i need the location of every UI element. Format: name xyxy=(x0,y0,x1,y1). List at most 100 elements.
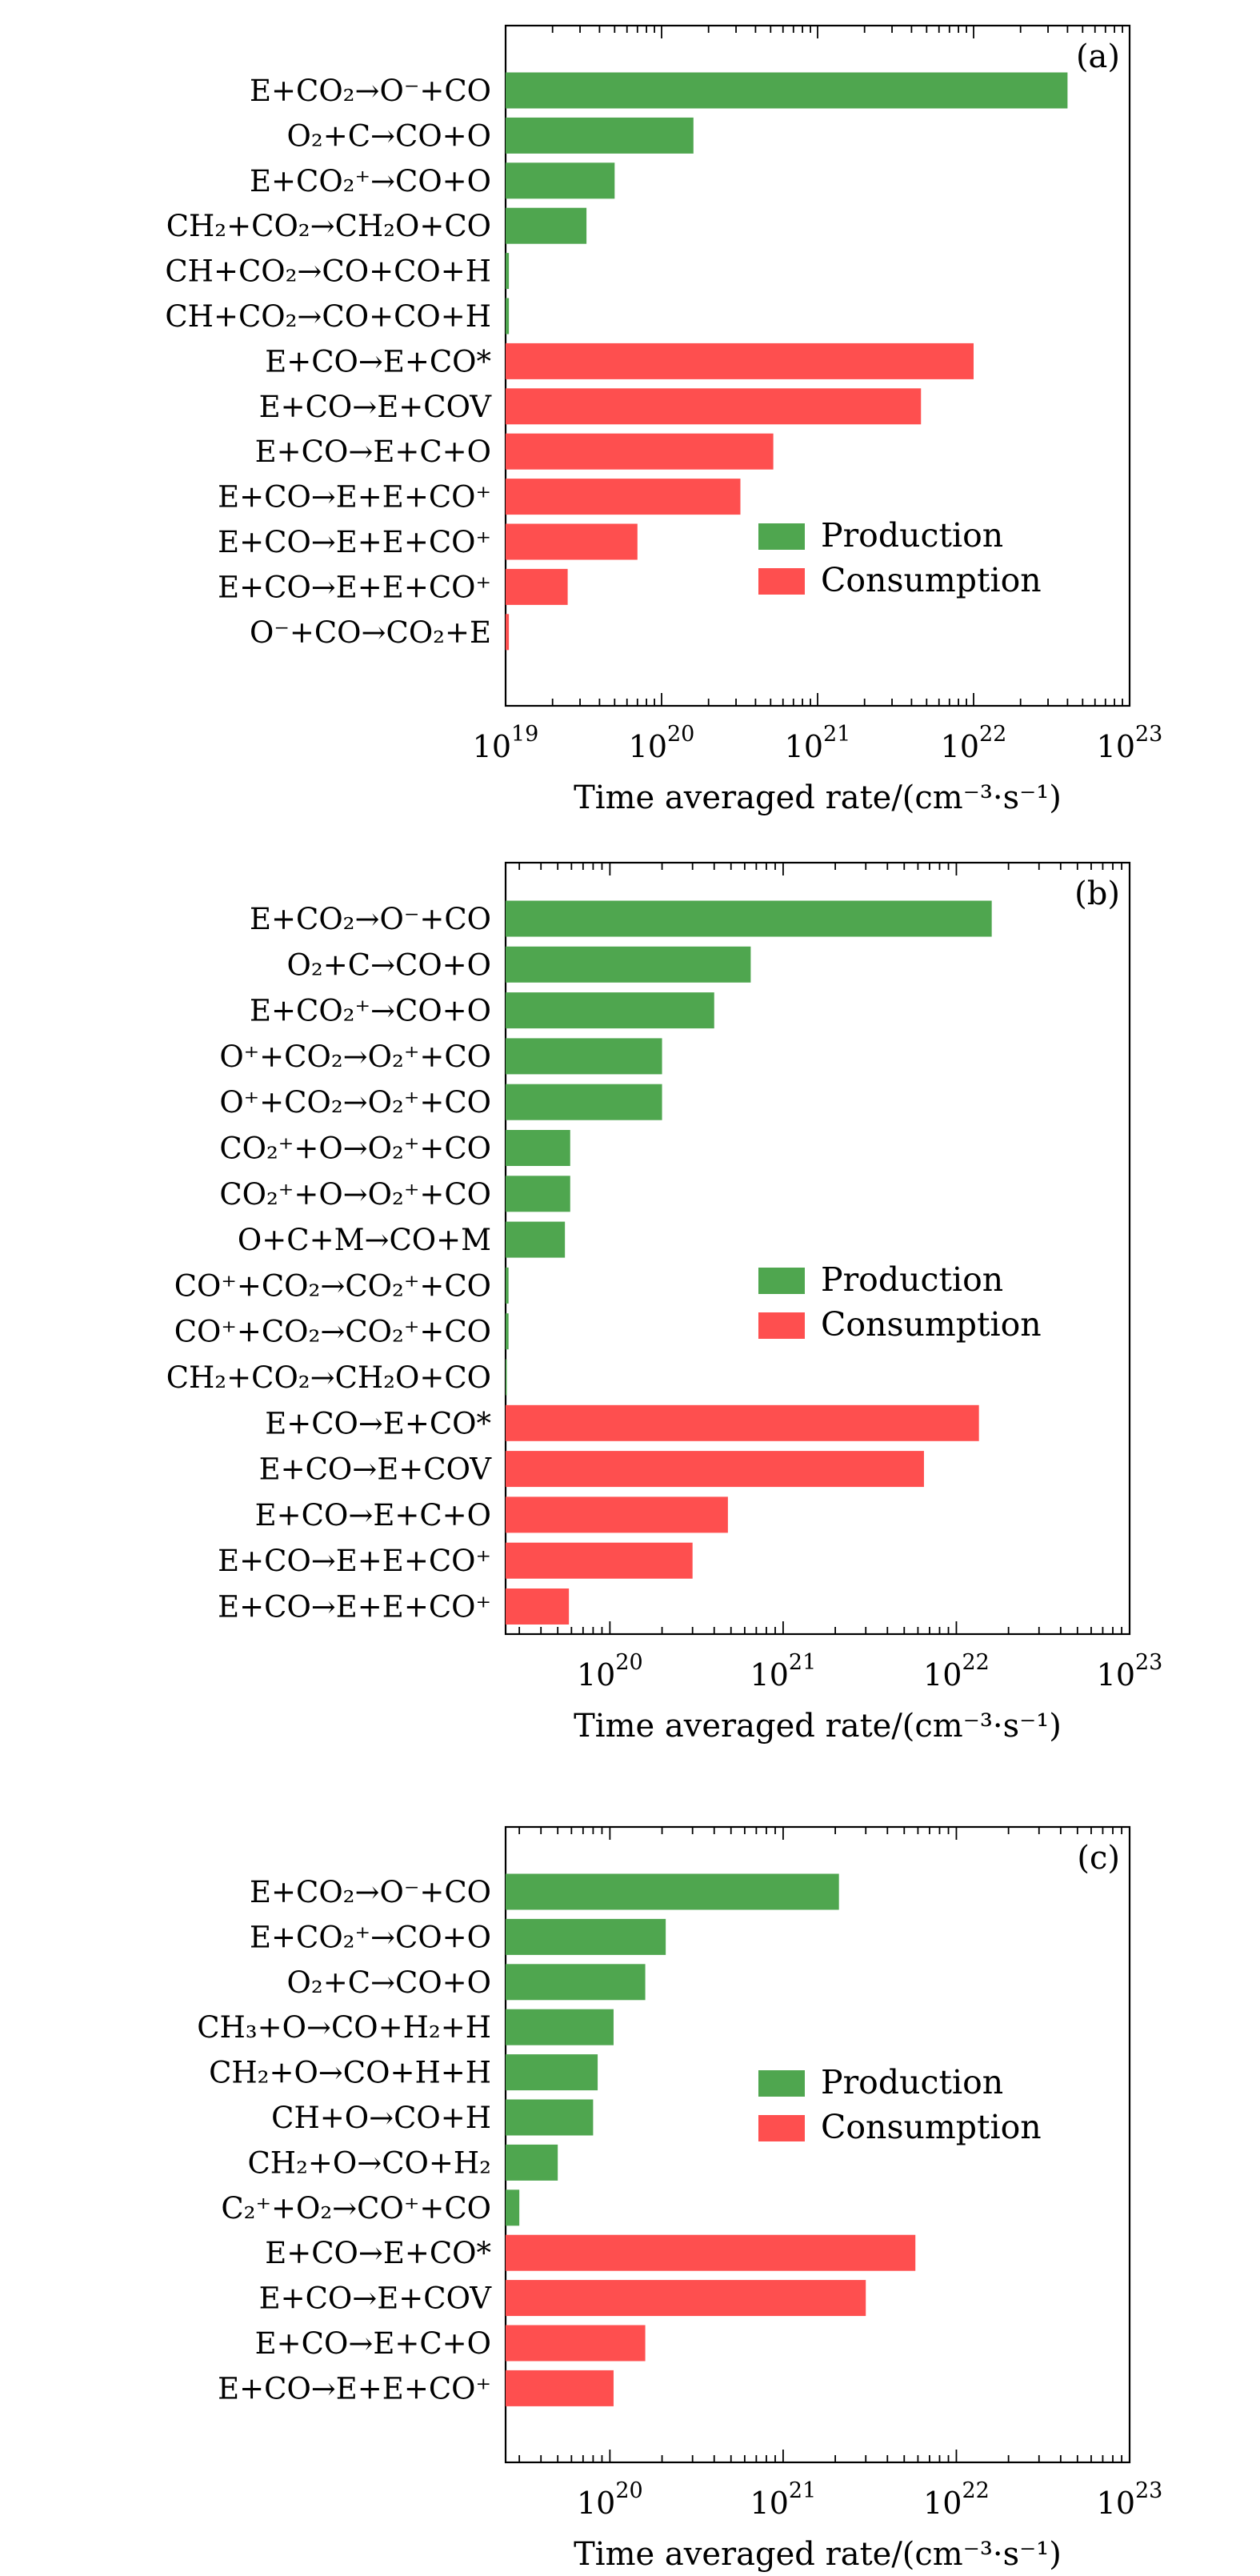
bar-production xyxy=(506,1964,646,2001)
x-tick-exponent: 23 xyxy=(1135,1650,1162,1675)
bar-production xyxy=(506,2099,594,2136)
bar-label: E+CO→E+COV xyxy=(259,1452,493,1487)
bar-production xyxy=(506,1084,662,1120)
bar-production xyxy=(506,1918,666,1955)
x-tick-exponent: 22 xyxy=(962,2478,989,2503)
bar-label: CO₂⁺+O→O₂⁺+CO xyxy=(219,1177,491,1212)
legend-swatch-consumption xyxy=(758,568,805,595)
bar-production xyxy=(506,1873,839,1910)
bar-consumption xyxy=(506,614,510,651)
bar-production xyxy=(506,117,694,154)
bar-consumption xyxy=(506,523,638,560)
bar-label: E+CO→E+E+CO⁺ xyxy=(218,480,491,515)
bar-consumption xyxy=(506,1588,570,1625)
x-tick-label: 1020 xyxy=(577,1650,643,1693)
bar-production xyxy=(506,1267,509,1304)
x-tick-label: 1022 xyxy=(941,722,1007,764)
x-tick-label: 1022 xyxy=(923,1650,990,1693)
bar-consumption xyxy=(506,1404,979,1441)
bar-label: CH₂+CO₂→CH₂O+CO xyxy=(166,209,491,243)
bar-label: O⁻+CO→CO₂+E xyxy=(250,615,491,650)
x-tick-exponent: 21 xyxy=(789,1650,816,1675)
x-tick-exponent: 20 xyxy=(615,2478,642,2503)
bar-consumption xyxy=(506,479,741,515)
bar-label: E+CO→E+CO* xyxy=(265,2236,491,2270)
bar-label: E+CO₂⁺→CO+O xyxy=(250,164,491,198)
bar-consumption xyxy=(506,433,774,470)
bar-label: CO⁺+CO₂→CO₂⁺+CO xyxy=(174,1268,491,1303)
chart-panel-2: (c) E+CO₂→O⁻+CO E+CO₂⁺→CO+O O₂+C→CO+O CH₃+O→… xyxy=(197,1825,1163,2573)
chart-panel-1: (b) E+CO₂→O⁻+CO O₂+C→CO+O E+CO₂⁺→CO+O O⁺+CO₂… xyxy=(166,861,1163,1745)
panel-label: (a) xyxy=(1076,38,1120,75)
chart-panel-0: (a) E+CO₂→O⁻+CO O₂+C→CO+O E+CO₂⁺→CO+O CH₂+CO… xyxy=(165,24,1162,816)
bar-label: E+CO₂⁺→CO+O xyxy=(250,1920,491,1954)
bar-label: CH+CO₂→CO+CO+H xyxy=(165,254,491,289)
x-tick-label: 1021 xyxy=(785,722,851,764)
panel-label: (c) xyxy=(1077,1840,1120,1877)
bar-label: CO⁺+CO₂→CO₂⁺+CO xyxy=(174,1315,491,1349)
bar-production xyxy=(506,2009,614,2045)
bar-production xyxy=(506,1038,662,1075)
x-tick-label: 1020 xyxy=(629,722,695,764)
bar-consumption xyxy=(506,388,922,425)
bar-label: E+CO₂→O⁻+CO xyxy=(250,1875,491,1909)
bar-label: C₂⁺+O₂→CO⁺+CO xyxy=(221,2191,491,2225)
bar-label: O₂+C→CO+O xyxy=(287,118,491,153)
bar-consumption xyxy=(506,2370,614,2406)
bar-label: CH+CO₂→CO+CO+H xyxy=(165,299,491,334)
x-tick-label: 1023 xyxy=(1097,2478,1163,2521)
bar-label: E+CO→E+COV xyxy=(259,2282,493,2316)
bar-production xyxy=(506,207,587,244)
x-tick-exponent: 20 xyxy=(615,1650,642,1675)
bar-consumption xyxy=(506,1542,693,1579)
legend-label-consumption: Consumption xyxy=(821,561,1042,599)
panel-label: (b) xyxy=(1074,875,1120,912)
x-tick-exponent: 21 xyxy=(823,722,850,747)
bar-label: CH₂+O→CO+H+H xyxy=(209,2056,491,2090)
bar-label: E+CO₂⁺→CO+O xyxy=(250,994,491,1028)
legend-label-production: Production xyxy=(821,1260,1003,1299)
bar-production xyxy=(506,162,615,199)
x-tick-label: 1021 xyxy=(750,2478,817,2521)
legend-swatch-production xyxy=(758,2070,805,2097)
x-tick-label: 1021 xyxy=(750,1650,817,1693)
bar-production xyxy=(506,72,1068,109)
legend-label-consumption: Consumption xyxy=(821,2108,1042,2146)
bar-label: O₂+C→CO+O xyxy=(287,947,491,982)
bar-production xyxy=(506,2054,598,2091)
bar-production xyxy=(506,946,751,983)
bar-label: E+CO→E+E+CO⁺ xyxy=(218,525,491,559)
x-tick-exponent: 23 xyxy=(1135,722,1162,747)
bar-label: E+CO→E+E+CO⁺ xyxy=(218,1590,491,1625)
bar-label: CH₂+CO₂→CH₂O+CO xyxy=(166,1360,491,1395)
bar-consumption xyxy=(506,568,568,605)
bar-production xyxy=(506,298,510,335)
x-tick-label: 1019 xyxy=(473,722,539,764)
x-tick-exponent: 19 xyxy=(511,722,538,747)
legend-label-consumption: Consumption xyxy=(821,1305,1042,1344)
x-axis-label: Time averaged rate/(cm⁻³·s⁻¹) xyxy=(574,2536,1062,2573)
bar-production xyxy=(506,900,992,937)
x-tick-label: 1020 xyxy=(577,2478,643,2521)
bar-production xyxy=(506,1221,566,1258)
bar-label: E+CO→E+C+O xyxy=(255,435,491,469)
bar-production xyxy=(506,1130,570,1166)
bar-consumption xyxy=(506,2234,916,2271)
bar-label: E+CO→E+C+O xyxy=(255,1498,491,1532)
legend-swatch-production xyxy=(758,1268,805,1294)
bar-label: E+CO→E+COV xyxy=(259,390,493,424)
bar-label: O+C+M→CO+M xyxy=(238,1223,491,1257)
x-tick-label: 1023 xyxy=(1097,1650,1163,1693)
x-axis-label: Time averaged rate/(cm⁻³·s⁻¹) xyxy=(574,779,1062,816)
bar-consumption xyxy=(506,1496,728,1533)
bar-label: E+CO→E+CO* xyxy=(265,344,491,379)
bar-consumption xyxy=(506,2280,866,2317)
bar-label: CO₂⁺+O→O₂⁺+CO xyxy=(219,1132,491,1166)
bar-label: E+CO→E+CO* xyxy=(265,1406,491,1440)
bar-label: E+CO→E+E+CO⁺ xyxy=(218,1544,491,1578)
legend-label-production: Production xyxy=(821,2063,1003,2101)
legend-swatch-consumption xyxy=(758,1312,805,1339)
bar-label: CH+O→CO+H xyxy=(271,2101,491,2135)
legend-swatch-consumption xyxy=(758,2115,805,2141)
